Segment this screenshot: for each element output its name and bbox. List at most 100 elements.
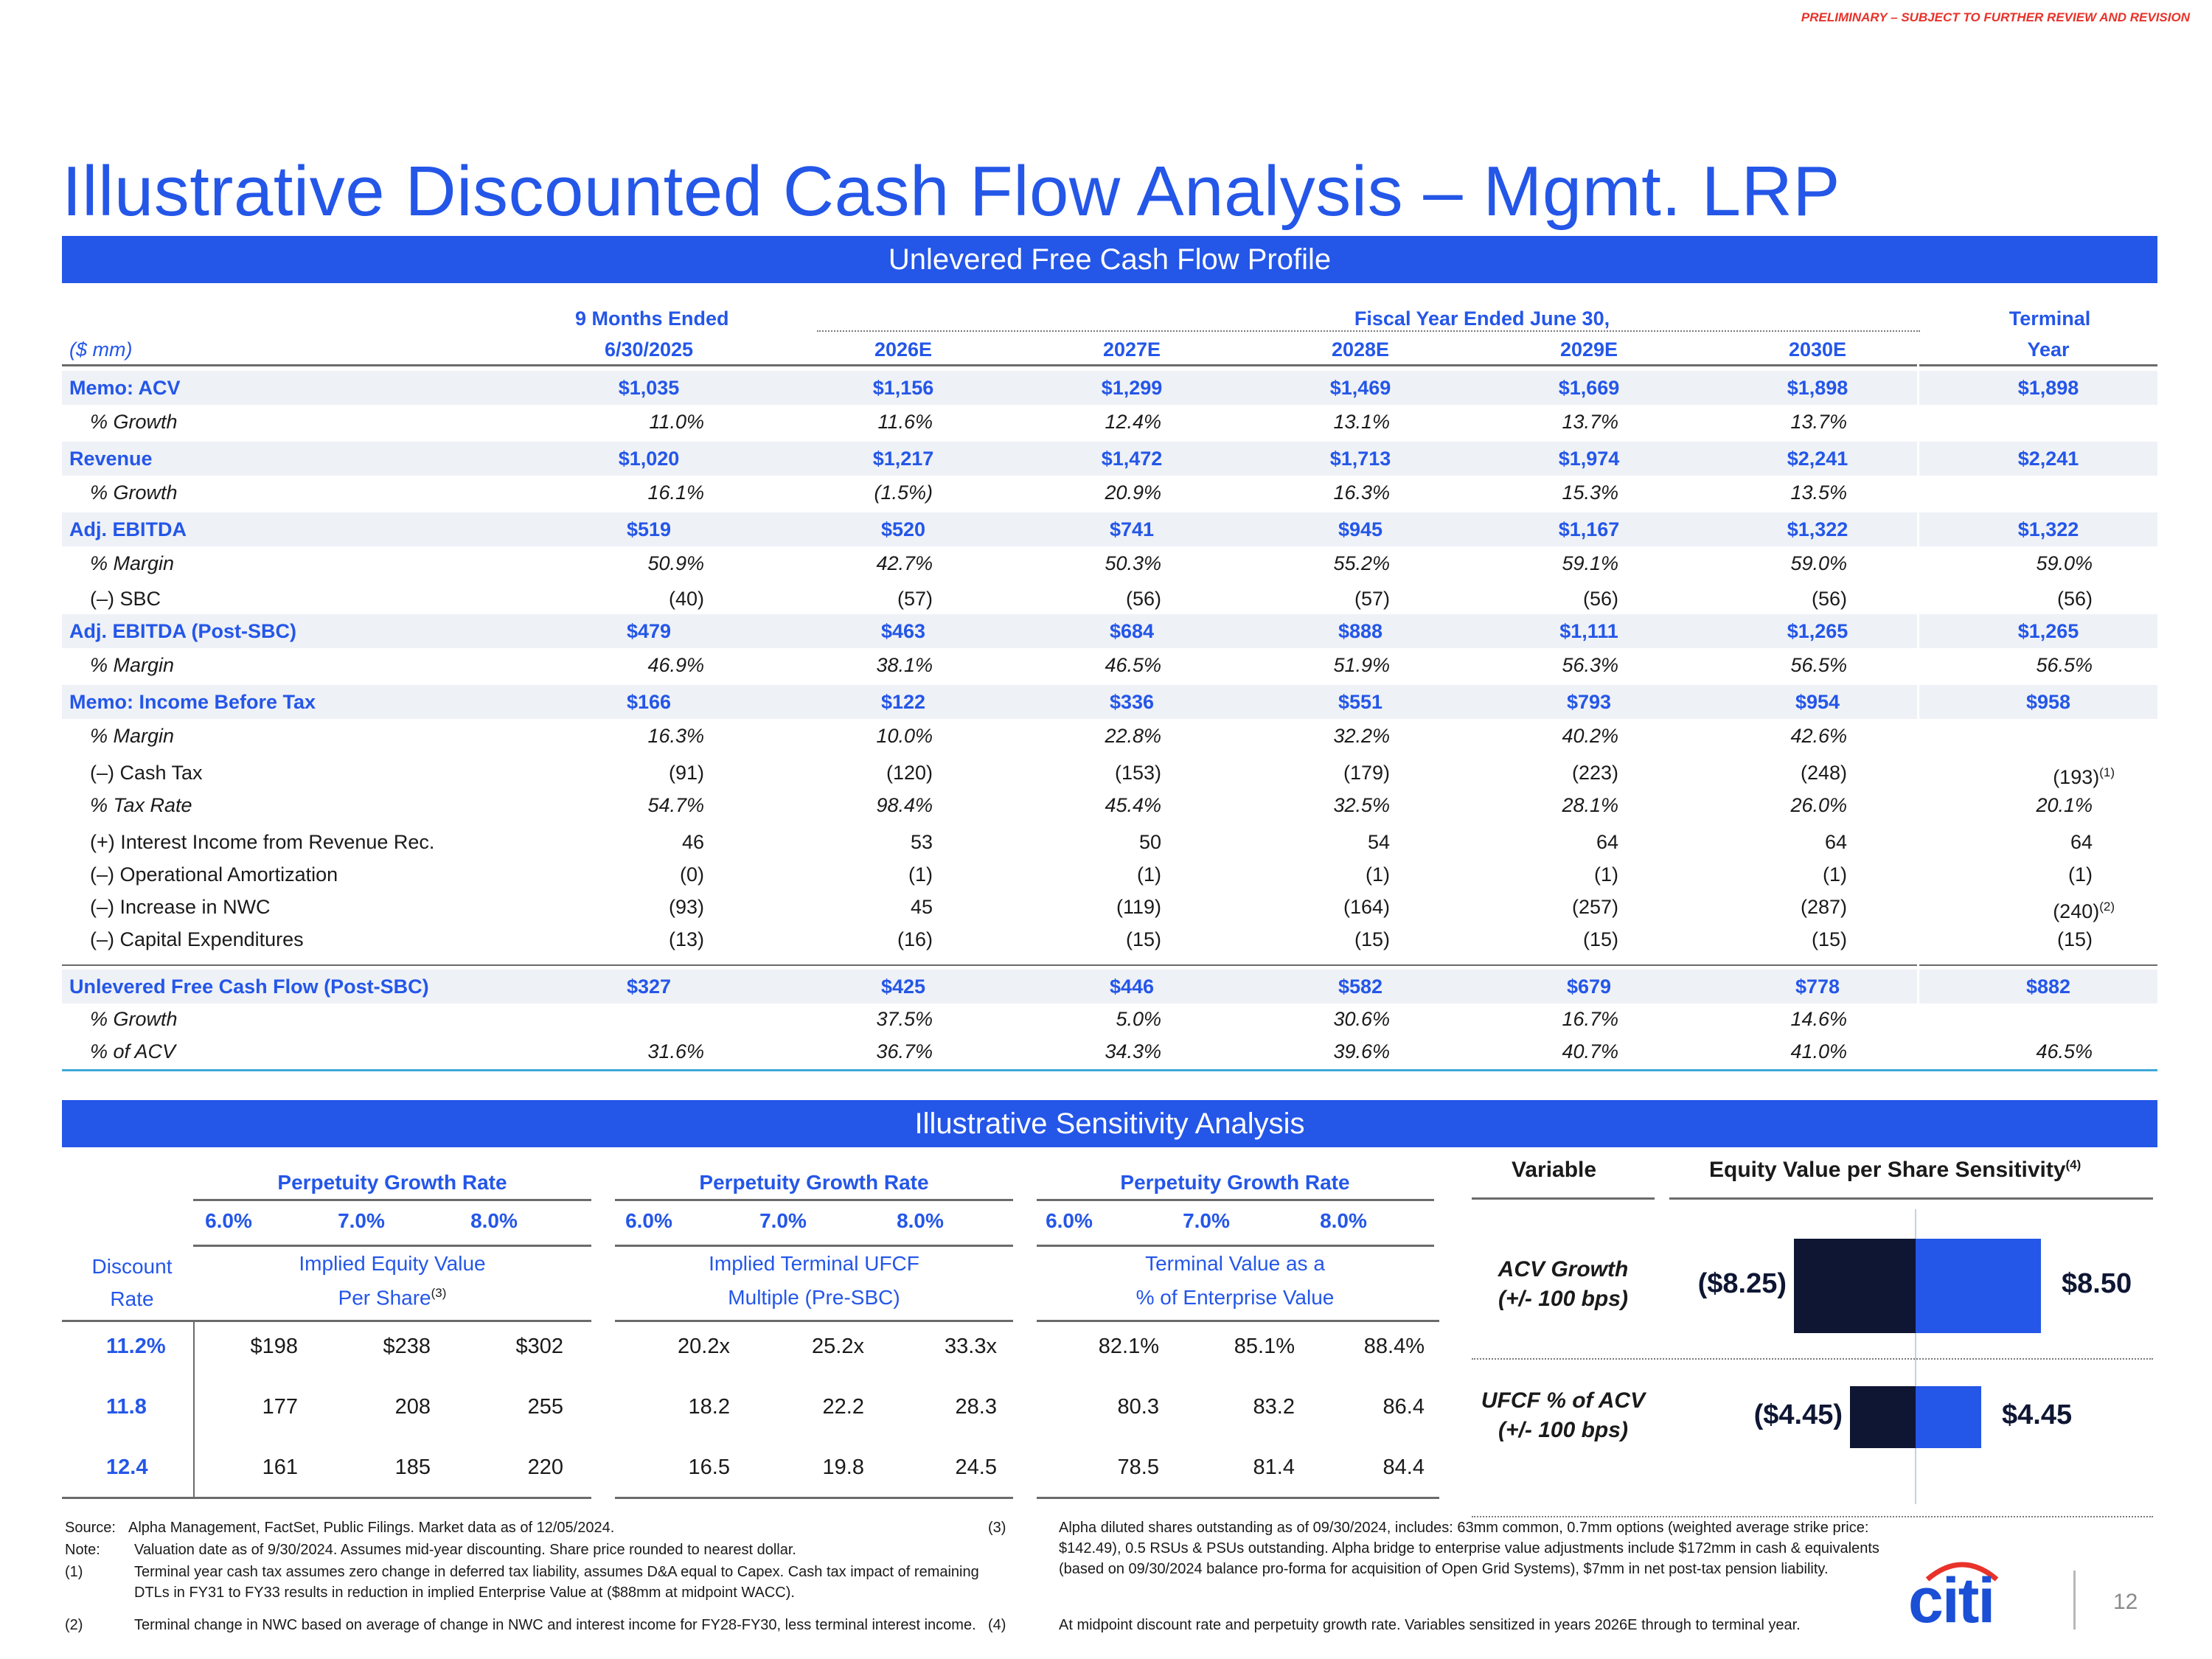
row-label-13: (+) Interest Income from Revenue Rec. [90,831,435,853]
row-1-val-4: 13.7% [1562,411,1618,433]
row-5-val-0: 50.9% [647,552,704,574]
row-0-val-5: $1,898 [1787,377,1848,399]
row-9-val-0: $166 [626,691,672,713]
row-9-val-4: $793 [1566,691,1612,713]
row-19-val-6: 46.5% [2036,1040,2093,1062]
sens-cell-1-1-1: 22.2 [822,1395,864,1419]
row-16-val-6: (15) [2056,928,2093,950]
row-17-val-0: $327 [626,975,672,998]
sens-cell-0-2-0: 161 [262,1455,298,1479]
sens-cell-1-0-1: 25.2x [812,1335,864,1358]
block-gap-1 [1013,1194,1037,1504]
col-header-3: 2028E [1331,338,1390,361]
row-4-val-1: $520 [880,518,926,540]
row-7-val-3: $888 [1338,620,1383,642]
footnote-1: Terminal year cash tax assumes zero chan… [134,1564,979,1601]
col-header-2: 2027E [1102,338,1161,361]
row-label-5: % Margin [90,552,175,574]
row-5-val-4: 59.1% [1562,552,1618,574]
citi-arc-icon [1925,1562,1999,1582]
footnote-3: Alpha diluted shares outstanding as of 0… [1059,1520,1879,1577]
row-6-val-5: (56) [1811,588,1847,610]
footnote-note: Valuation date as of 9/30/2024. Assumes … [134,1542,796,1558]
fy-header-rule [817,330,1920,332]
row-14-val-3: (1) [1366,863,1390,886]
units-label: ($ mm) [69,338,133,361]
pgr-values-rule-0 [193,1245,591,1247]
row-7-val-1: $463 [880,620,926,642]
row-8-val-2: 46.5% [1105,654,1161,676]
row-band-17 [62,970,2157,1004]
row-15-val-5: (287) [1800,896,1847,918]
row-label-6: (–) SBC [90,588,161,610]
col-header-0: 6/30/2025 [604,338,694,361]
row-16-val-0: (13) [668,928,704,950]
row-2-val-5: $2,241 [1787,448,1848,470]
pgr-rule-2 [1036,1199,1434,1201]
row-3-val-1: (1.5%) [874,481,933,504]
tornado-bar-low-1 [1850,1386,1916,1448]
sens-bottom-rule [62,1497,1439,1499]
row-9-val-5: $954 [1795,691,1840,713]
col-header-5: 2030E [1788,338,1847,361]
row-15-val-2: (119) [1116,896,1161,918]
sens-cell-2-2-2: 84.4 [1382,1455,1425,1479]
row-label-3: % Growth [90,481,178,504]
sens-cell-1-0-0: 20.2x [678,1335,730,1358]
preliminary-notice: PRELIMINARY – SUBJECT TO FURTHER REVIEW … [1801,10,2190,24]
sens-cell-0-0-1: $238 [383,1335,431,1358]
sens-cell-0-0-0: $198 [250,1335,298,1358]
row-13-val-5: 64 [1824,831,1847,853]
col-header-6: Year [2027,338,2070,361]
row-7-val-4: $1,111 [1559,620,1618,642]
sens-cell-0-1-2: 255 [527,1395,563,1419]
page-title: Illustrative Discounted Cash Flow Analys… [62,152,1840,231]
row-9-val-1: $122 [880,691,926,713]
row-5-val-3: 55.2% [1333,552,1390,574]
row-2-val-3: $1,713 [1329,448,1391,470]
row-8-val-3: 51.9% [1333,654,1390,676]
tornado-var-label-2-0: (+/- 100 bps) [1498,1287,1628,1311]
row-3-val-2: 20.9% [1105,481,1161,504]
block-title-note: (3) [431,1286,447,1300]
discount-label-1: Discount [91,1255,173,1278]
tornado-divider-1 [1472,1358,2153,1360]
ufcf-bottom-rule [62,1069,2157,1071]
row-label-1: % Growth [90,411,178,433]
tornado-low-label-0: ($8.25) [1697,1268,1787,1299]
row-13-val-2: 50 [1138,831,1161,853]
tornado-var-label-1-1: UFCF % of ACV [1481,1388,1646,1413]
pgr-value-2-1: 7.0% [1183,1209,1230,1232]
row-12-val-1: 98.4% [876,794,933,816]
pgr-value-0-1: 7.0% [338,1209,385,1232]
row-label-18: % Growth [90,1008,178,1030]
block-title1-1: Implied Terminal UFCF [709,1252,919,1275]
row-15-val-3: (164) [1343,896,1390,918]
header-rule [62,364,2157,366]
row-0-val-2: $1,299 [1101,377,1163,399]
terminal-gap [1917,364,1919,1072]
col-group-fy: Fiscal Year Ended June 30, [1354,307,1610,330]
footnote-note-tag: Note: [65,1542,100,1558]
sens-cell-1-1-2: 28.3 [955,1395,997,1419]
row-5-val-5: 59.0% [1790,552,1847,574]
row-6-val-0: (40) [668,588,704,610]
row-3-val-5: 13.5% [1790,481,1847,504]
pgr-value-1-0: 6.0% [625,1209,672,1232]
row-16-val-3: (15) [1354,928,1390,950]
row-10-val-5: 42.6% [1790,725,1847,747]
row-label-7: Adj. EBITDA (Post-SBC) [69,620,296,642]
row-11-val-3: (179) [1343,762,1390,784]
row-label-19: % of ACV [90,1040,176,1062]
row-18-val-1: 37.5% [876,1008,933,1030]
row-15-val-4: (257) [1571,896,1618,918]
block-title1-2: Terminal Value as a [1145,1252,1325,1275]
sens-cell-0-2-1: 185 [394,1455,431,1479]
row-1-val-0: 11.0% [649,411,704,433]
row-5-val-2: 50.3% [1105,552,1161,574]
row-19-val-1: 36.7% [876,1040,933,1062]
row-9-val-2: $336 [1109,691,1155,713]
row-1-val-5: 13.7% [1790,411,1847,433]
terminal-footnote-marker: (1) [2099,765,2115,779]
row-8-val-0: 46.9% [647,654,704,676]
